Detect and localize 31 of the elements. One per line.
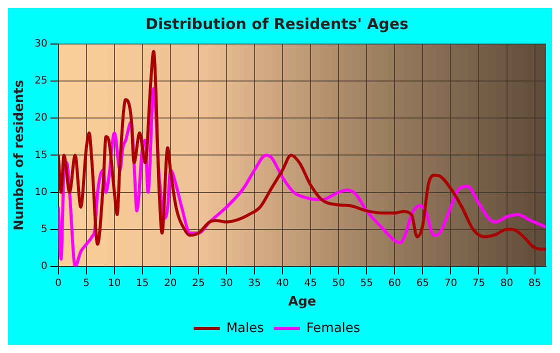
x-tick-label: 5 <box>83 278 90 289</box>
x-axis-title: Age <box>288 294 316 310</box>
x-tick-label: 85 <box>528 278 542 289</box>
x-tick-label: 25 <box>192 278 205 289</box>
y-tick-label: 20 <box>34 112 48 124</box>
x-tick-label: 10 <box>108 278 121 289</box>
y-tick-label: 25 <box>34 76 48 87</box>
y-tick-label: 5 <box>40 224 48 235</box>
x-tick-label: 20 <box>164 278 177 289</box>
x-tick-label: 15 <box>136 278 149 289</box>
x-tick-label: 50 <box>332 278 345 289</box>
x-tick-label: 35 <box>248 278 261 289</box>
x-tick-label: 65 <box>416 278 430 289</box>
x-tick-label: 60 <box>388 278 402 289</box>
y-axis-title: Number of residents <box>12 80 28 231</box>
x-tick-label: 75 <box>472 278 486 289</box>
x-tick-label: 80 <box>500 278 514 289</box>
x-tick-label: 45 <box>304 278 317 289</box>
legend-label: Males <box>226 320 264 336</box>
y-tick-label: 10 <box>34 186 48 198</box>
legend-label: Females <box>306 320 360 336</box>
x-tick-label: 30 <box>220 278 233 289</box>
chart-title: Distribution of Residents' Ages <box>146 14 409 33</box>
line-series <box>58 50 546 251</box>
x-tick-label: 55 <box>360 278 373 289</box>
x-tick-label: 0 <box>55 278 62 289</box>
x-tick-label: 40 <box>276 278 289 289</box>
y-tick-label: 15 <box>34 150 48 161</box>
y-tick-label: 30 <box>34 38 48 50</box>
y-tick-label: 0 <box>40 260 48 272</box>
x-tick-label: 70 <box>444 278 458 289</box>
